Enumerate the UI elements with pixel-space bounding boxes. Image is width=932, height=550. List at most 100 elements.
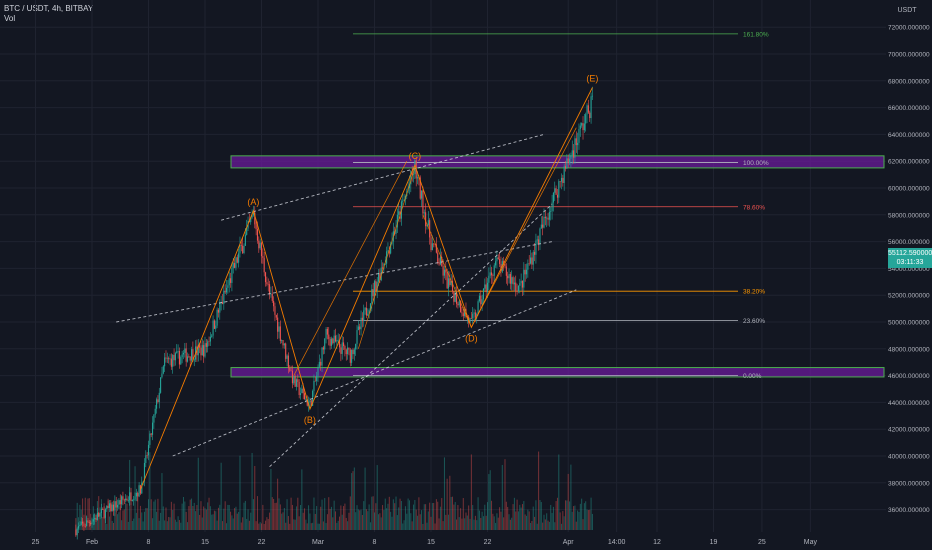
candle-body [421,190,423,199]
candle-body [135,492,137,497]
volume-bar [298,516,300,530]
wave-zigzag-line[interactable] [140,87,593,490]
channel-line[interactable] [269,203,553,468]
candle-body [431,243,433,251]
volume-bar [295,506,297,530]
candle-body [289,368,291,371]
volume-bar [578,512,580,530]
time-tick-label: 22 [484,539,492,546]
candle-body [591,95,593,97]
volume-bar [509,519,511,530]
candle-body [355,343,357,350]
volume-bar [251,452,253,530]
candle-body [169,358,171,360]
volume-bar [365,509,367,530]
candle-body [474,312,476,318]
candle-body [348,347,350,350]
volume-bar [207,502,209,530]
trend-channels[interactable] [116,133,577,468]
candle-body [103,509,105,518]
zone-box[interactable] [230,367,885,378]
candle-body [262,256,264,258]
volume-bar [495,522,497,530]
candle-body [390,243,392,254]
channel-line[interactable] [221,133,545,221]
volume-bar [219,504,221,530]
wave-leg-line[interactable] [358,167,416,349]
wave-label[interactable]: (E) [586,74,598,84]
candle-body [458,301,460,306]
wave-leg-line[interactable] [293,161,408,376]
fib-retracement[interactable]: 161.80% 100.00% 78.60% 38.20% 23.60% 0.00% [353,31,769,380]
candle-body [546,217,548,219]
price-axis[interactable]: USDT 36000.000000 38000.000000 40000.00000… [886,0,932,550]
candle-body [158,392,160,403]
candle-body [461,312,463,314]
candle-body [490,272,493,276]
wave-leg-line[interactable] [471,127,577,328]
volume-bar [231,515,233,530]
candle-body [243,245,245,254]
volume-bar [88,498,90,530]
time-tick-label: 22 [258,539,266,546]
volume-bar [376,465,378,530]
volume-bar [95,514,97,530]
candle-body [240,244,242,246]
candle-body [76,528,78,536]
candle-body [398,211,400,215]
candle-body [324,338,326,350]
volume-bar [501,464,503,530]
candle-body [269,284,271,295]
volume-bar [466,515,468,530]
candle-body [419,177,421,199]
volume-label[interactable]: Vol [4,14,16,23]
candle-body [527,263,529,270]
channel-line[interactable] [116,241,553,323]
candle-body [460,301,462,313]
candle-body [544,216,546,219]
volume-bar [368,504,370,530]
candle-body [223,290,225,304]
candle-body [495,261,497,266]
volume-bar [271,497,273,530]
candle-body [489,272,491,276]
currency-label: USDT [897,7,917,14]
symbol-title[interactable]: BTC / USDT, 4h, BITBAY [4,4,94,13]
candle-body [552,192,554,203]
candle-body [484,284,486,289]
volume-bar [474,515,476,530]
volume-bar [492,513,494,530]
wave-label[interactable]: (C) [409,151,422,161]
time-tick-label: 12 [653,539,661,546]
candle-body [236,257,238,263]
candle-body [577,142,579,146]
price-tick-label: 56000.000000 [888,239,930,246]
wave-label[interactable]: (B) [304,415,316,425]
volume-bar [211,514,213,530]
candle-body [519,283,521,286]
candle-body [445,269,447,273]
volume-bar [240,522,242,530]
candle-body [556,194,559,198]
candle-body [571,150,573,156]
wave-label[interactable]: (D) [465,333,478,343]
candle-body [302,388,304,394]
volume-bar [226,523,228,530]
volume-bar [558,454,560,530]
candle-body [215,325,217,329]
candle-body [414,160,416,175]
volume-bar [161,473,163,530]
candle-body [478,295,480,302]
wave-label[interactable]: (A) [247,197,259,207]
elliott-wave[interactable]: (A) (B) (C) (D) (E) [140,74,598,490]
volume-bar [301,469,303,530]
volume-bar [282,512,284,530]
volume-bar [158,520,160,530]
channel-line[interactable] [172,289,577,457]
volume-bar [279,504,281,530]
volume-bar [205,509,207,530]
time-axis[interactable]: 25 Feb 8 15 22 Mar 8 15 22 Apr 14:00 12 19 25 May [32,539,818,546]
volume-bar [469,518,471,530]
wave-leg-line[interactable] [422,214,472,328]
